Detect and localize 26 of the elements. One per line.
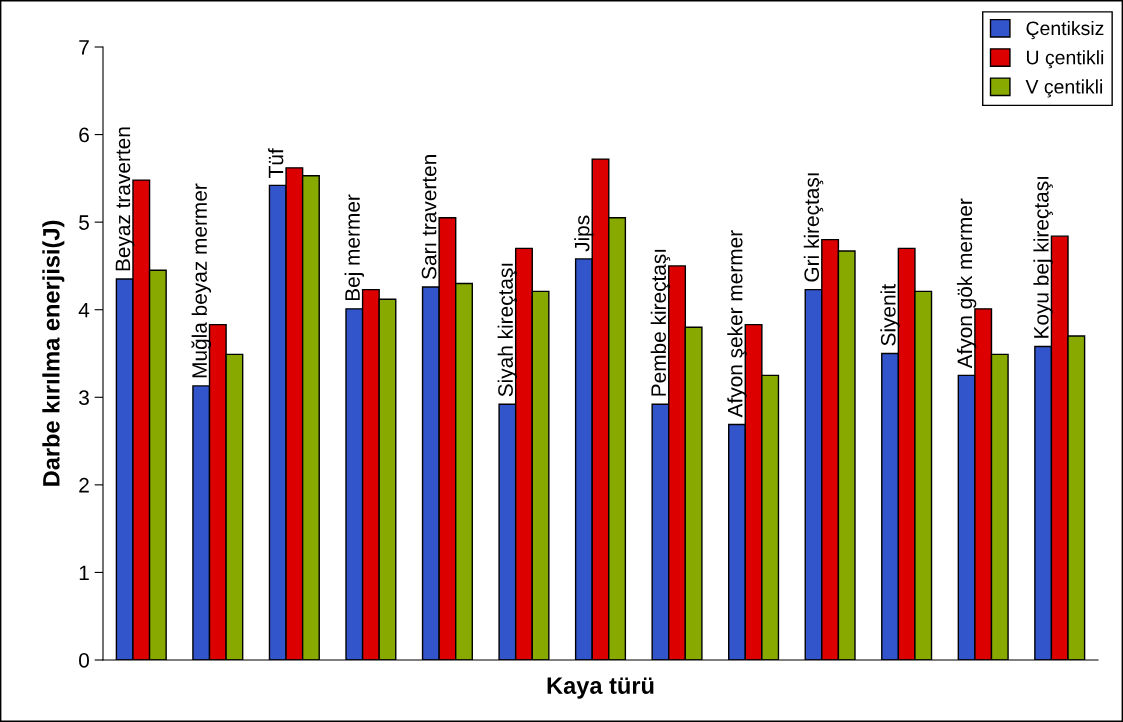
x-tick-label: Pembe kireçtaşı (650, 249, 671, 396)
x-tick-label: Tüf (268, 148, 284, 178)
x-tick-label: Gri kireçtaşı (803, 173, 824, 282)
x-tick-label: Sarı traverten (421, 155, 437, 279)
legend-label: V çentikli (1025, 79, 1102, 98)
x-tick-label: Jips (574, 215, 594, 252)
x-tick-label: Afyon gök mermer (956, 198, 977, 369)
x-axis-title: Kaya türü (547, 677, 654, 699)
x-tick-label: Muğla beyaz mermer (191, 183, 212, 378)
legend-label: Çentiksiz (1026, 20, 1104, 40)
y-tick-label: 5 (79, 215, 89, 230)
y-tick-label: 4 (78, 302, 90, 318)
x-tick-label: Siyah kireçtaşı (497, 263, 518, 397)
y-tick-label: 1 (79, 565, 89, 580)
legend-label: U çentikli (1027, 50, 1104, 69)
x-tick-label: Koyu bej kireçtaşı (1033, 177, 1053, 338)
y-tick-label: 7 (79, 40, 89, 55)
y-tick-label: 6 (79, 127, 89, 143)
x-tick-label: Bej mermer (344, 194, 365, 301)
y-axis-title: Darbe kırılma enerjisi(J) (42, 220, 65, 486)
x-tick-label: Afyon şeker mermer (727, 230, 747, 418)
y-tick-label: 0 (79, 653, 89, 668)
x-tick-label: Beyaz traverten (115, 127, 135, 271)
y-tick-label: 3 (79, 390, 89, 406)
y-tick-label: 2 (79, 477, 89, 493)
x-tick-label: Siyenit (880, 284, 900, 346)
